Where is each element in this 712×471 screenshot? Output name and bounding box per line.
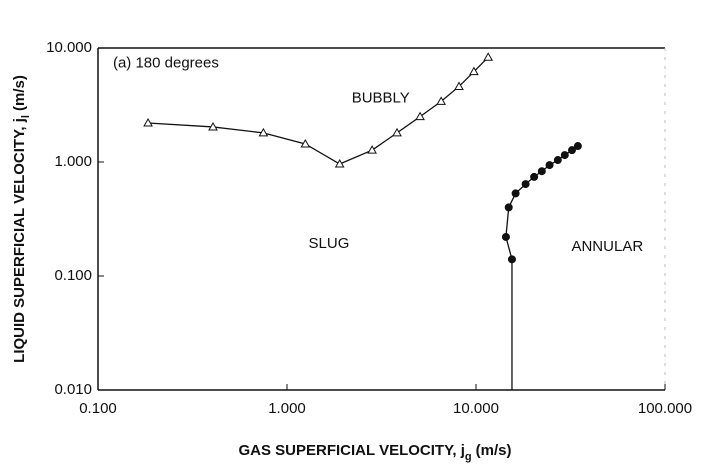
series-line [505, 145, 579, 260]
annotation: SLUG [309, 235, 350, 252]
y-tick-label: 10.000 [46, 39, 92, 56]
marker [521, 180, 530, 189]
marker [507, 255, 516, 264]
marker [573, 142, 582, 151]
x-title-sub: g [465, 451, 472, 463]
annotation: ANNULAR [571, 238, 643, 255]
marker [511, 189, 520, 198]
marker [530, 172, 539, 181]
annotation: (a) 180 degrees [113, 55, 219, 72]
marker [501, 232, 510, 241]
marker [436, 96, 447, 105]
x-axis-title: GAS SUPERFICIAL VELOCITY, jg (m/s) [239, 442, 512, 463]
x-title-text: GAS SUPERFICIAL VELOCITY, j [239, 442, 465, 459]
x-tick-label: 1.000 [268, 400, 306, 417]
marker [392, 127, 402, 137]
marker [537, 167, 546, 176]
marker [553, 156, 562, 165]
series-line [148, 56, 489, 165]
marker [504, 203, 513, 212]
marker [208, 121, 218, 131]
marker [300, 138, 311, 148]
y-tick-label: 0.100 [54, 267, 92, 284]
marker [334, 159, 345, 168]
marker [560, 151, 569, 160]
marker [258, 127, 269, 137]
marker [483, 52, 494, 61]
y-axis-title: LIQUID SUPERFICIAL VELOCITY, jl (m/s) [11, 75, 32, 363]
annotation: BUBBLY [352, 90, 410, 107]
marker [469, 66, 479, 76]
marker [143, 117, 153, 127]
x-tick-label: 10.000 [453, 400, 499, 417]
marker [545, 161, 554, 170]
marker [454, 81, 464, 90]
marker [567, 146, 576, 155]
y-title-text: LIQUID SUPERFICIAL VELOCITY, j [11, 118, 28, 363]
x-tick-label: 100.000 [638, 400, 692, 417]
marker [367, 145, 377, 154]
marker [415, 111, 425, 121]
y-tick-label: 1.000 [54, 153, 92, 170]
y-title-sub: l [20, 115, 32, 118]
y-title-unit: (m/s) [11, 75, 28, 111]
x-title-unit: (m/s) [476, 442, 512, 459]
x-tick-label: 0.100 [79, 400, 117, 417]
y-tick-label: 0.010 [54, 381, 92, 398]
